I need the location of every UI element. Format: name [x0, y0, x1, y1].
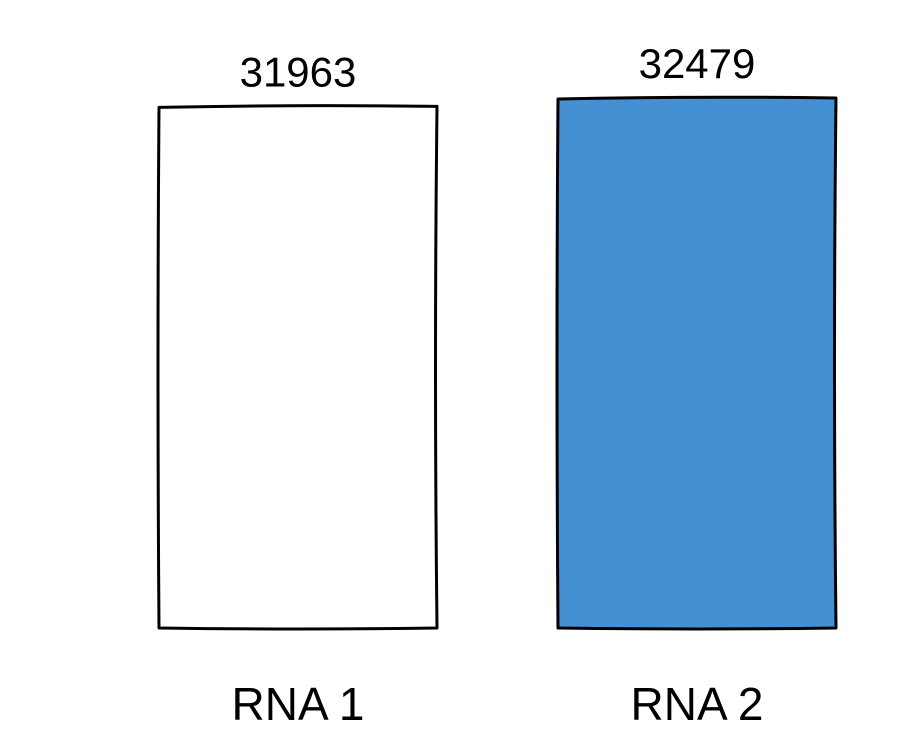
bar-2 — [555, 95, 838, 631]
bar-1 — [156, 104, 439, 631]
value-label-2: 32479 — [639, 40, 756, 87]
category-label-1: RNA 1 — [232, 678, 365, 730]
value-label-1: 31963 — [240, 48, 357, 95]
category-label-2: RNA 2 — [631, 678, 764, 730]
